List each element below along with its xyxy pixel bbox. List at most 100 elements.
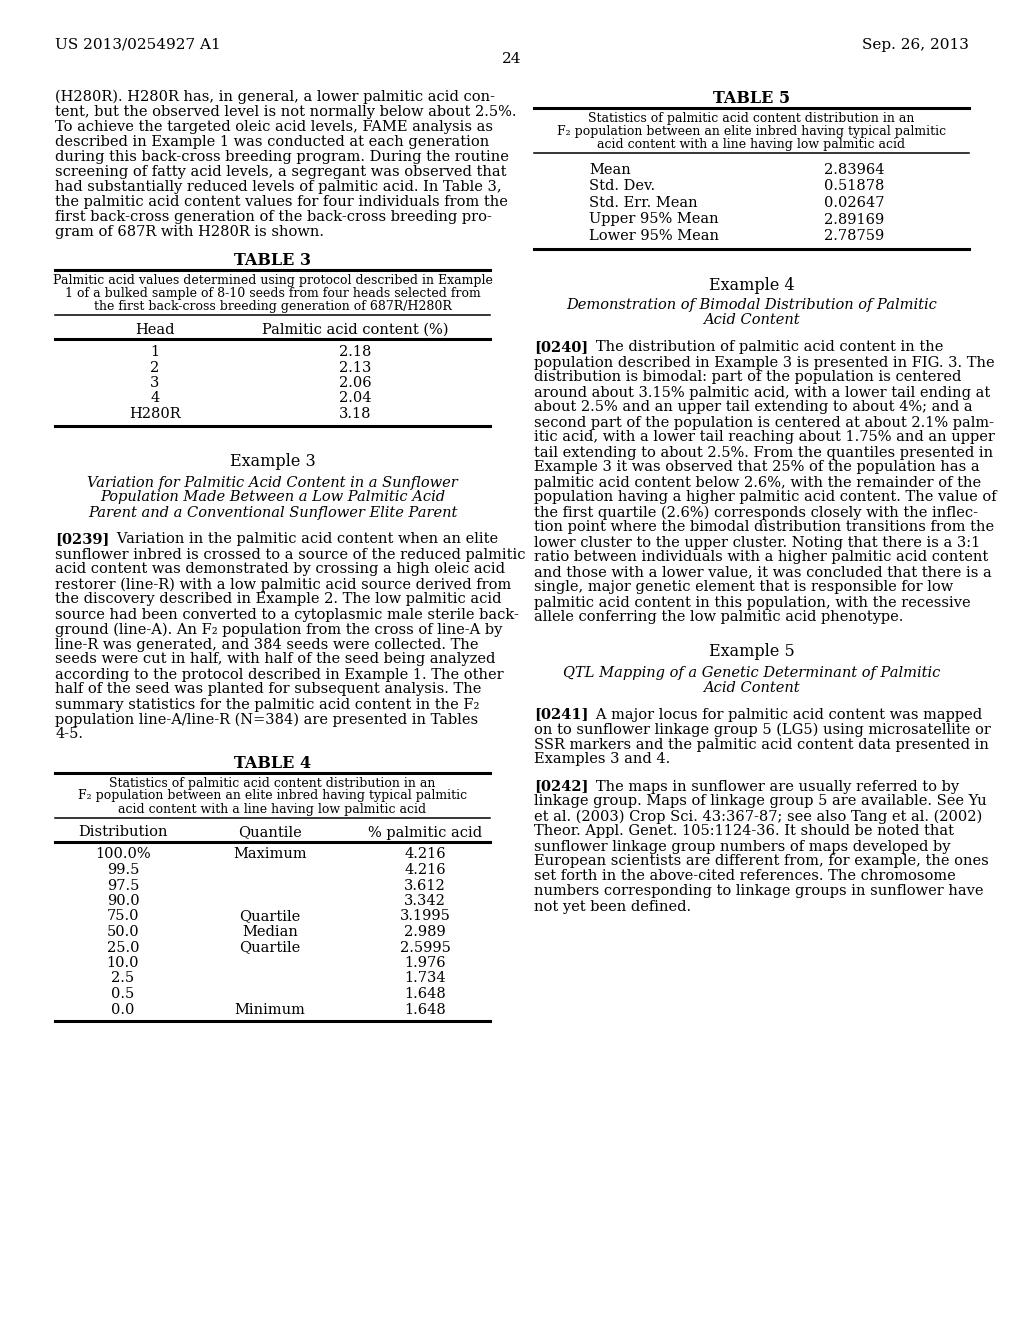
Text: 1.648: 1.648 (404, 1002, 445, 1016)
Text: 3.1995: 3.1995 (399, 909, 451, 924)
Text: palmitic acid content in this population, with the recessive: palmitic acid content in this population… (534, 595, 971, 610)
Text: first back-cross generation of the back-cross breeding pro-: first back-cross generation of the back-… (55, 210, 492, 224)
Text: tail extending to about 2.5%. From the quantiles presented in: tail extending to about 2.5%. From the q… (534, 446, 993, 459)
Text: second part of the population is centered at about 2.1% palm-: second part of the population is centere… (534, 416, 994, 429)
Text: restorer (line-R) with a low palmitic acid source derived from: restorer (line-R) with a low palmitic ac… (55, 578, 511, 591)
Text: F₂ population between an elite inbred having typical palmitic: F₂ population between an elite inbred ha… (557, 125, 946, 139)
Text: A major locus for palmitic acid content was mapped: A major locus for palmitic acid content … (582, 708, 982, 722)
Text: 2.18: 2.18 (339, 345, 371, 359)
Text: Head: Head (135, 323, 175, 337)
Text: (H280R). H280R has, in general, a lower palmitic acid con-: (H280R). H280R has, in general, a lower … (55, 90, 495, 104)
Text: itic acid, with a lower tail reaching about 1.75% and an upper: itic acid, with a lower tail reaching ab… (534, 430, 995, 445)
Text: 2: 2 (151, 360, 160, 375)
Text: TABLE 4: TABLE 4 (233, 755, 311, 771)
Text: sunflower inbred is crossed to a source of the reduced palmitic: sunflower inbred is crossed to a source … (55, 548, 525, 561)
Text: 2.83964: 2.83964 (824, 162, 885, 177)
Text: 50.0: 50.0 (106, 925, 139, 939)
Text: population having a higher palmitic acid content. The value of: population having a higher palmitic acid… (534, 491, 996, 504)
Text: Palmitic acid content (%): Palmitic acid content (%) (262, 323, 449, 337)
Text: on to sunflower linkage group 5 (LG5) using microsatellite or: on to sunflower linkage group 5 (LG5) us… (534, 722, 991, 737)
Text: summary statistics for the palmitic acid content in the F₂: summary statistics for the palmitic acid… (55, 697, 479, 711)
Text: half of the seed was planted for subsequent analysis. The: half of the seed was planted for subsequ… (55, 682, 481, 697)
Text: the palmitic acid content values for four individuals from the: the palmitic acid content values for fou… (55, 195, 508, 209)
Text: Std. Dev.: Std. Dev. (589, 180, 655, 194)
Text: QTL Mapping of a Genetic Determinant of Palmitic: QTL Mapping of a Genetic Determinant of … (563, 665, 940, 680)
Text: according to the protocol described in Example 1. The other: according to the protocol described in E… (55, 668, 504, 681)
Text: 4-5.: 4-5. (55, 727, 83, 742)
Text: set forth in the above-cited references. The chromosome: set forth in the above-cited references.… (534, 870, 955, 883)
Text: line-R was generated, and 384 seeds were collected. The: line-R was generated, and 384 seeds were… (55, 638, 478, 652)
Text: Theor. Appl. Genet. 105:1124-36. It should be noted that: Theor. Appl. Genet. 105:1124-36. It shou… (534, 825, 954, 838)
Text: Statistics of palmitic acid content distribution in an: Statistics of palmitic acid content dist… (589, 112, 914, 125)
Text: TABLE 3: TABLE 3 (234, 252, 311, 269)
Text: acid content with a line having low palmitic acid: acid content with a line having low palm… (597, 139, 905, 150)
Text: F₂ population between an elite inbred having typical palmitic: F₂ population between an elite inbred ha… (78, 789, 467, 803)
Text: 0.51878: 0.51878 (824, 180, 885, 194)
Text: % palmitic acid: % palmitic acid (368, 825, 482, 840)
Text: 2.06: 2.06 (339, 376, 372, 389)
Text: 2.78759: 2.78759 (824, 228, 885, 243)
Text: 1.648: 1.648 (404, 987, 445, 1001)
Text: [0240]: [0240] (534, 341, 588, 355)
Text: 2.13: 2.13 (339, 360, 371, 375)
Text: and those with a lower value, it was concluded that there is a: and those with a lower value, it was con… (534, 565, 992, 579)
Text: about 2.5% and an upper tail extending to about 4%; and a: about 2.5% and an upper tail extending t… (534, 400, 973, 414)
Text: 24: 24 (502, 51, 522, 66)
Text: Distribution: Distribution (78, 825, 168, 840)
Text: 25.0: 25.0 (106, 940, 139, 954)
Text: 0.5: 0.5 (112, 987, 134, 1001)
Text: Example 4: Example 4 (709, 276, 795, 293)
Text: Lower 95% Mean: Lower 95% Mean (589, 228, 719, 243)
Text: Example 5: Example 5 (709, 644, 795, 660)
Text: Mean: Mean (589, 162, 631, 177)
Text: 97.5: 97.5 (106, 879, 139, 892)
Text: European scientists are different from, for example, the ones: European scientists are different from, … (534, 854, 989, 869)
Text: described in Example 1 was conducted at each generation: described in Example 1 was conducted at … (55, 135, 489, 149)
Text: population line-A/line-R (N=384) are presented in Tables: population line-A/line-R (N=384) are pre… (55, 713, 478, 727)
Text: [0242]: [0242] (534, 780, 589, 793)
Text: 3.342: 3.342 (404, 894, 445, 908)
Text: 2.04: 2.04 (339, 392, 372, 405)
Text: the first back-cross breeding generation of 687R/H280R: the first back-cross breeding generation… (93, 300, 452, 313)
Text: Quartile: Quartile (240, 940, 301, 954)
Text: 2.89169: 2.89169 (824, 213, 885, 227)
Text: distribution is bimodal: part of the population is centered: distribution is bimodal: part of the pop… (534, 371, 962, 384)
Text: Examples 3 and 4.: Examples 3 and 4. (534, 752, 671, 767)
Text: Example 3 it was observed that 25% of the population has a: Example 3 it was observed that 25% of th… (534, 461, 980, 474)
Text: 4.216: 4.216 (404, 847, 445, 862)
Text: acid content was demonstrated by crossing a high oleic acid: acid content was demonstrated by crossin… (55, 562, 505, 577)
Text: 1.734: 1.734 (404, 972, 445, 986)
Text: et al. (2003) Crop Sci. 43:367-87; see also Tang et al. (2002): et al. (2003) Crop Sci. 43:367-87; see a… (534, 809, 982, 824)
Text: sunflower linkage group numbers of maps developed by: sunflower linkage group numbers of maps … (534, 840, 950, 854)
Text: 2.989: 2.989 (404, 925, 445, 939)
Text: 75.0: 75.0 (106, 909, 139, 924)
Text: Example 3: Example 3 (229, 454, 315, 470)
Text: 0.02647: 0.02647 (824, 195, 885, 210)
Text: [0239]: [0239] (55, 532, 110, 546)
Text: [0241]: [0241] (534, 708, 589, 722)
Text: Minimum: Minimum (234, 1002, 305, 1016)
Text: 3: 3 (151, 376, 160, 389)
Text: 1: 1 (151, 345, 160, 359)
Text: around about 3.15% palmitic acid, with a lower tail ending at: around about 3.15% palmitic acid, with a… (534, 385, 990, 400)
Text: 1.976: 1.976 (404, 956, 445, 970)
Text: single, major genetic element that is responsible for low: single, major genetic element that is re… (534, 581, 953, 594)
Text: 1 of a bulked sample of 8-10 seeds from four heads selected from: 1 of a bulked sample of 8-10 seeds from … (65, 286, 480, 300)
Text: tent, but the observed level is not normally below about 2.5%.: tent, but the observed level is not norm… (55, 106, 516, 119)
Text: 100.0%: 100.0% (95, 847, 151, 862)
Text: US 2013/0254927 A1: US 2013/0254927 A1 (55, 38, 221, 51)
Text: Acid Content: Acid Content (703, 314, 800, 327)
Text: 2.5995: 2.5995 (399, 940, 451, 954)
Text: the discovery described in Example 2. The low palmitic acid: the discovery described in Example 2. Th… (55, 593, 502, 606)
Text: numbers corresponding to linkage groups in sunflower have: numbers corresponding to linkage groups … (534, 884, 983, 899)
Text: not yet been defined.: not yet been defined. (534, 899, 691, 913)
Text: Parent and a Conventional Sunflower Elite Parent: Parent and a Conventional Sunflower Elit… (88, 506, 457, 520)
Text: Demonstration of Bimodal Distribution of Palmitic: Demonstration of Bimodal Distribution of… (566, 298, 937, 313)
Text: acid content with a line having low palmitic acid: acid content with a line having low palm… (119, 803, 427, 816)
Text: 99.5: 99.5 (106, 863, 139, 876)
Text: The distribution of palmitic acid content in the: The distribution of palmitic acid conten… (582, 341, 943, 355)
Text: Median: Median (242, 925, 298, 939)
Text: To achieve the targeted oleic acid levels, FAME analysis as: To achieve the targeted oleic acid level… (55, 120, 493, 135)
Text: TABLE 5: TABLE 5 (713, 90, 791, 107)
Text: source had been converted to a cytoplasmic male sterile back-: source had been converted to a cytoplasm… (55, 607, 519, 622)
